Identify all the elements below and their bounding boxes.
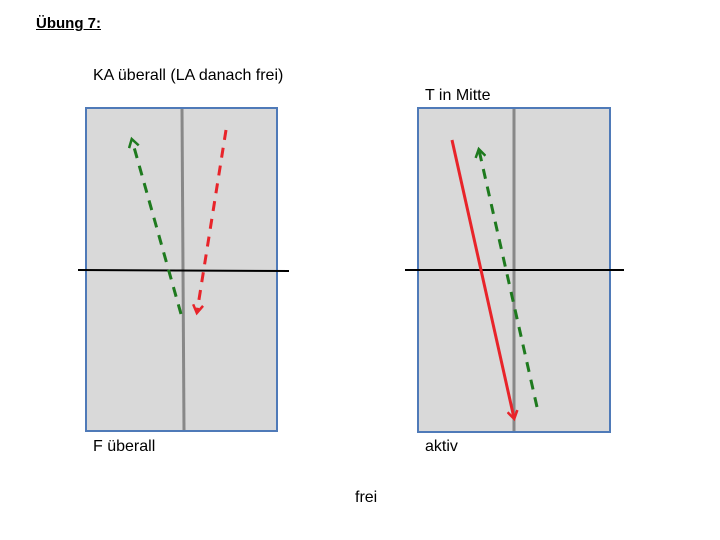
exercise-title: Übung 7: — [36, 15, 101, 32]
footer-label: frei — [355, 489, 378, 506]
right-panel — [405, 107, 624, 433]
left-red-dashed-arrow — [197, 129, 228, 312]
left-panel-bottom-label: F überall — [93, 438, 156, 455]
right-panel-top-label: T in Mitte — [425, 87, 491, 104]
right-red-solid-arrow — [450, 139, 514, 418]
right-panel-bottom-label: aktiv — [425, 438, 458, 455]
left-panel — [77, 107, 290, 432]
right-green-dashed-arrow — [479, 150, 539, 408]
left-panel-horizontal-line — [77, 269, 290, 272]
left-panel-top-label: KA überall (LA danach frei) — [93, 67, 284, 84]
left-green-dashed-arrow — [132, 140, 183, 315]
